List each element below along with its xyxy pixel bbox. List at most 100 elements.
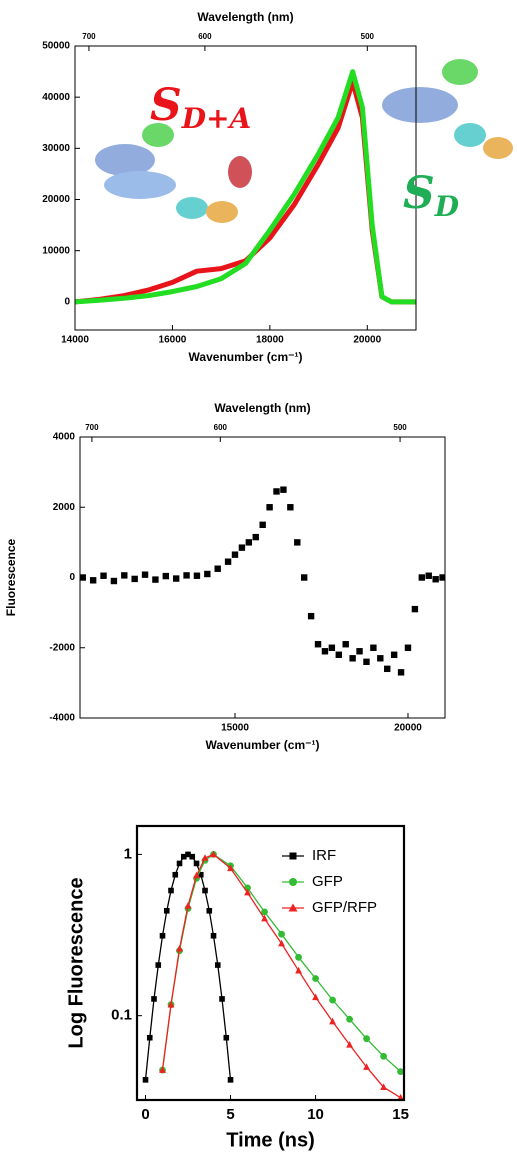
marker xyxy=(89,577,97,584)
marker xyxy=(80,574,86,581)
marker xyxy=(176,944,183,952)
marker xyxy=(152,576,159,583)
marker xyxy=(280,486,287,493)
x2-tick-label: 600 xyxy=(214,423,228,432)
y-axis-label: Log Fluorescence xyxy=(65,877,87,1048)
marker xyxy=(214,962,221,968)
annotation-symbol: S xyxy=(150,80,182,131)
marker xyxy=(312,975,319,982)
x-tick-label: 5 xyxy=(226,1106,234,1123)
marker xyxy=(167,1000,175,1008)
marker xyxy=(193,860,200,867)
marker xyxy=(432,576,439,583)
marker xyxy=(278,930,285,938)
annotation: SD+A xyxy=(150,80,251,135)
annotation-symbol: S xyxy=(403,168,435,219)
marker xyxy=(377,655,384,662)
y-tick-label: -4000 xyxy=(49,713,75,724)
x2-tick-label: 500 xyxy=(393,423,407,432)
legend-marker xyxy=(289,878,297,886)
annotation-subscript: D xyxy=(434,190,460,223)
marker xyxy=(328,644,336,651)
marker xyxy=(180,853,187,860)
marker xyxy=(172,575,180,582)
marker xyxy=(380,1052,387,1060)
marker xyxy=(219,996,225,1002)
y-tick-label: 10000 xyxy=(42,245,70,256)
marker xyxy=(363,1035,370,1043)
marker xyxy=(335,651,342,658)
marker xyxy=(397,669,405,676)
marker xyxy=(100,572,107,579)
legend-label: GFP xyxy=(312,873,343,890)
y-tick-label: 0 xyxy=(69,572,75,583)
marker xyxy=(397,1093,404,1100)
marker xyxy=(418,574,426,581)
marker xyxy=(425,572,432,579)
plot-frame xyxy=(74,45,417,331)
marker xyxy=(121,572,128,579)
plot-area xyxy=(80,486,445,676)
marker xyxy=(349,655,356,662)
x-tick-label: 16000 xyxy=(159,335,187,346)
marker xyxy=(252,533,259,541)
marker xyxy=(231,551,239,558)
y-tick-label: 20000 xyxy=(42,194,70,205)
marker xyxy=(110,577,118,585)
y-tick-label: 40000 xyxy=(42,92,70,103)
marker xyxy=(287,504,294,511)
marker xyxy=(224,558,232,565)
legend-marker xyxy=(288,903,298,912)
marker xyxy=(176,860,183,867)
marker xyxy=(245,539,253,546)
series-line xyxy=(161,853,401,1099)
marker xyxy=(321,648,329,655)
marker xyxy=(439,574,445,581)
marker xyxy=(363,658,370,665)
x-tick-label: 0 xyxy=(141,1106,149,1123)
x-tick-label: 20000 xyxy=(353,335,381,346)
y-tick-label: 2000 xyxy=(53,502,76,513)
marker xyxy=(411,605,419,613)
legend-label: IRF xyxy=(312,847,336,864)
marker xyxy=(159,932,166,939)
marker xyxy=(227,864,234,872)
marker xyxy=(329,1017,336,1025)
marker xyxy=(155,962,162,968)
marker xyxy=(295,966,302,974)
x-tick-label: 14000 xyxy=(61,335,89,346)
marker xyxy=(404,644,412,651)
marker xyxy=(146,1034,153,1041)
marker xyxy=(189,853,196,860)
marker xyxy=(244,888,251,896)
x-tick-label: 20000 xyxy=(394,723,422,734)
legend-marker xyxy=(289,852,297,860)
annotation-subscript: D+A xyxy=(181,102,251,135)
marker xyxy=(172,871,179,878)
marker xyxy=(183,572,190,579)
x-tick-label: 15 xyxy=(392,1106,409,1123)
x2-tick-label: 600 xyxy=(198,32,212,41)
marker xyxy=(163,907,170,914)
marker xyxy=(141,571,149,578)
x-tick-label: 10 xyxy=(307,1106,324,1123)
marker xyxy=(300,574,308,581)
marker xyxy=(197,871,204,878)
x2-axis-label: Wavelength (nm) xyxy=(214,401,310,415)
x-axis-label: Wavenumber (cm⁻¹) xyxy=(206,738,320,752)
marker xyxy=(261,908,268,916)
plot-area xyxy=(75,69,416,305)
marker xyxy=(278,939,285,947)
y-tick-label: 0 xyxy=(64,296,70,307)
x2-tick-label: 700 xyxy=(85,423,99,432)
marker xyxy=(227,1077,234,1083)
marker xyxy=(390,651,398,658)
marker xyxy=(356,648,363,655)
marker xyxy=(370,644,377,651)
marker xyxy=(384,665,391,673)
y-tick-label: 50000 xyxy=(42,41,70,52)
marker xyxy=(193,572,201,579)
marker xyxy=(363,1063,370,1070)
marker xyxy=(312,993,319,1001)
